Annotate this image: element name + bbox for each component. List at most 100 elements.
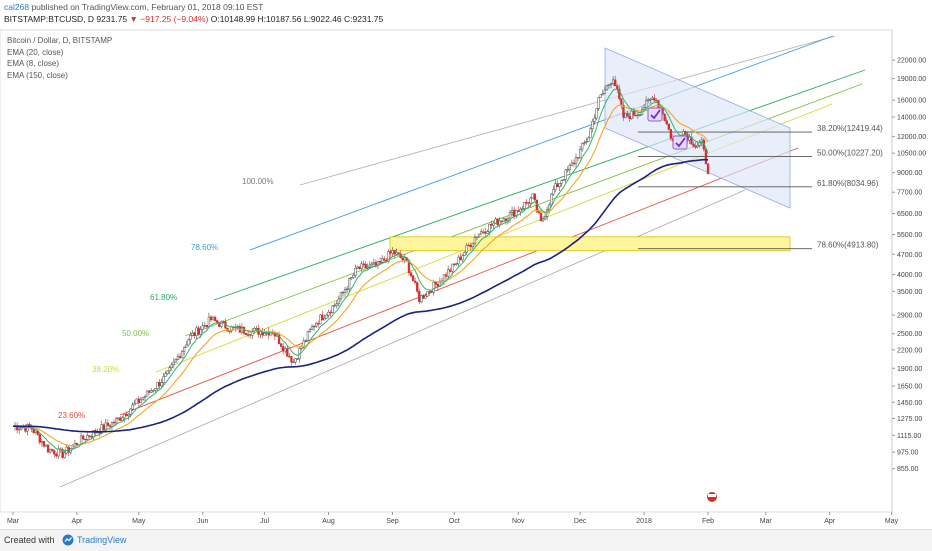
candle-body [244, 332, 248, 335]
candle-body [263, 332, 266, 336]
candle-body [502, 218, 505, 222]
author-link[interactable]: cal268 [4, 2, 30, 12]
candle-body [156, 382, 159, 389]
candle-body [576, 157, 580, 159]
candle-body [416, 282, 419, 292]
candle-body [482, 231, 485, 233]
candle-body [428, 291, 431, 293]
candle-body [434, 281, 437, 285]
fib-fan-line [119, 147, 799, 416]
candle-body [288, 356, 291, 358]
x-tick-label: Dec [574, 518, 587, 525]
legend-ema20[interactable]: EMA (20, close) [7, 47, 64, 57]
candle-body [562, 179, 565, 181]
candle-body [521, 208, 524, 210]
candle-body [150, 390, 153, 393]
candle-body [123, 413, 126, 419]
candle-body [706, 163, 710, 175]
y-tick-label: 975.00 [897, 450, 919, 457]
publish-info: cal268 published on TradingView.com, Feb… [4, 2, 263, 12]
candle-body [541, 218, 545, 222]
candle-body [152, 390, 155, 392]
candle-body [46, 444, 50, 453]
candle-body [595, 108, 598, 119]
candle-body [199, 329, 202, 335]
tradingview-link[interactable]: TradingView [77, 535, 127, 545]
candle-body [533, 193, 536, 201]
symbol-quote: BITSTAMP:BTCUSD, D 9231.75 ▼ −917.25 (−9… [4, 14, 383, 24]
candle-body [145, 390, 149, 397]
candle-body [348, 278, 351, 290]
candle-body [104, 422, 107, 430]
candle-body [395, 252, 398, 255]
candle-body [663, 114, 666, 121]
candle-body [117, 417, 120, 419]
candle-body [589, 128, 592, 139]
fib-fan-label: 61.80% [150, 293, 177, 302]
candle-body [81, 435, 85, 440]
candle-body [246, 334, 250, 336]
candle-body [42, 440, 46, 447]
event-flag-stripe-icon [708, 494, 716, 497]
candle-body [372, 262, 376, 265]
candle-body [599, 94, 602, 98]
ohlc-values: O:10148.99 H:10187.56 L:9022.46 C:9231.7… [210, 14, 384, 24]
candle-body [112, 421, 116, 424]
candle-body [463, 251, 466, 256]
candle-body [409, 272, 413, 277]
candle-body [642, 107, 646, 111]
candle-body [304, 340, 307, 342]
fib-fan-line [213, 69, 866, 301]
candle-body [354, 268, 357, 276]
fib-fan-line [299, 35, 836, 186]
y-tick-label: 855.00 [897, 466, 919, 473]
candle-body [360, 263, 363, 269]
retracement-label: 78.60%(4913.80) [817, 241, 879, 250]
candle-body [471, 242, 475, 247]
candle-body [609, 83, 613, 85]
candle-body [203, 325, 206, 327]
candle-body [312, 325, 316, 328]
candle-body [48, 448, 52, 453]
candle-body [418, 291, 421, 303]
candle-body [329, 311, 332, 314]
candle-body [465, 244, 468, 253]
candle-body [527, 202, 530, 204]
candle-body [366, 266, 369, 269]
candle-body [442, 274, 446, 282]
candle-body [308, 329, 312, 332]
candle-body [121, 417, 124, 421]
legend-ema150[interactable]: EMA (150, close) [7, 70, 68, 80]
price-chart[interactable]: 22000.00 19000.00 16000.00 14000.00 12000.00… [0, 0, 932, 529]
y-tick-label: 14000.00 [897, 115, 926, 122]
candle-body [494, 218, 497, 224]
candle-body [310, 326, 314, 330]
tradingview-logo-icon[interactable] [62, 534, 74, 546]
candle-body [131, 404, 134, 410]
candle-body [279, 343, 283, 347]
candle-body [632, 110, 635, 116]
candle-body [704, 148, 708, 165]
candle-body [603, 89, 607, 94]
candle-body [315, 323, 318, 327]
candle-body [51, 448, 54, 451]
candle-body [211, 316, 215, 321]
candle-body [378, 261, 382, 263]
y-tick-label: 1650.00 [897, 384, 922, 391]
candle-body [523, 202, 526, 209]
candle-body [174, 359, 178, 363]
symbol-label: BITSTAMP:BTCUSD, D [4, 14, 95, 24]
candle-body [358, 266, 361, 269]
candle-body [420, 295, 423, 303]
candle-body [168, 367, 171, 372]
candle-body [339, 292, 343, 300]
candle-body [484, 231, 487, 234]
candle-body [53, 450, 56, 455]
y-tick-label: 10500.00 [897, 151, 926, 158]
legend-ema8[interactable]: EMA (8, close) [7, 59, 60, 68]
candle-body [477, 233, 481, 238]
candle-body [185, 344, 188, 348]
y-tick-label: 12000.00 [897, 134, 926, 141]
candle-body [147, 390, 151, 393]
candle-body [207, 316, 211, 327]
